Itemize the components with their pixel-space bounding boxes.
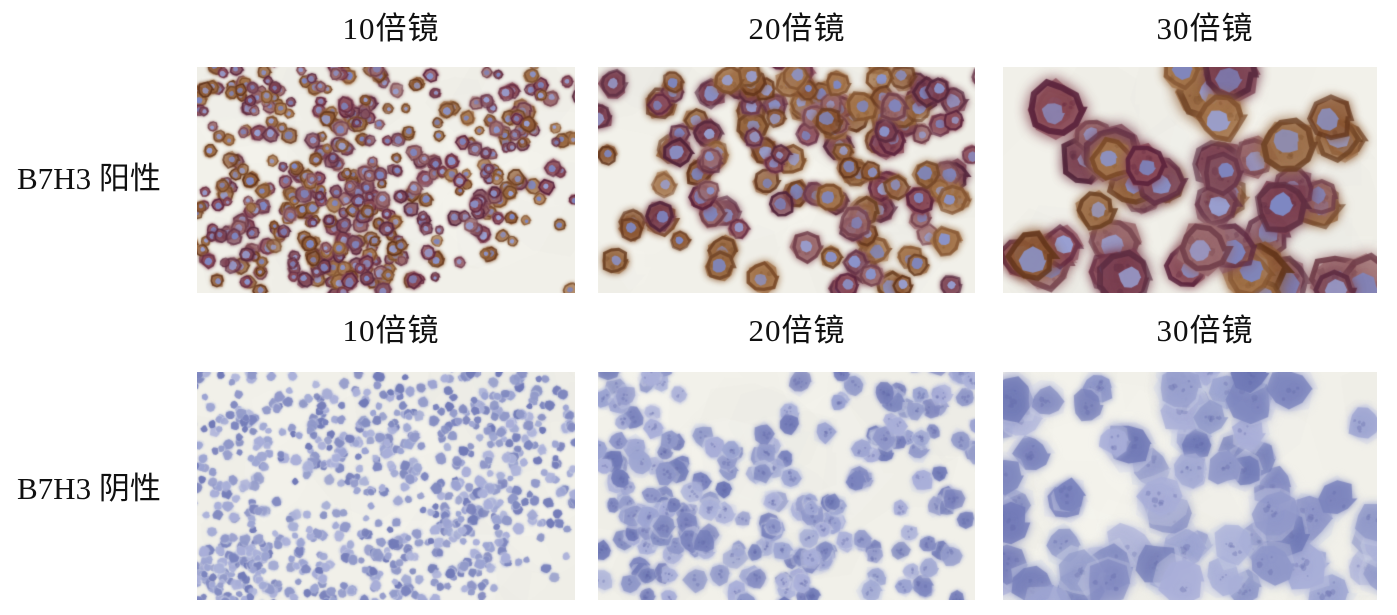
micrograph-positive-20x xyxy=(598,67,975,293)
micrograph-negative-10x xyxy=(197,372,575,600)
column-header-20x-row1: 20倍镜 xyxy=(748,11,846,46)
column-header-30x-row2: 30倍镜 xyxy=(1156,313,1254,348)
column-header-30x-row1: 30倍镜 xyxy=(1156,11,1254,46)
row-label-b7h3-negative: B7H3 阴性 xyxy=(17,471,161,506)
micrograph-positive-10x xyxy=(197,67,575,293)
micrograph-negative-30x xyxy=(1003,372,1377,600)
micrograph-positive-30x xyxy=(1003,67,1377,293)
column-header-10x-row1: 10倍镜 xyxy=(342,11,440,46)
micrograph-negative-20x xyxy=(598,372,975,600)
column-header-20x-row2: 20倍镜 xyxy=(748,313,846,348)
row-label-b7h3-positive: B7H3 阳性 xyxy=(17,161,161,196)
column-header-10x-row2: 10倍镜 xyxy=(342,313,440,348)
